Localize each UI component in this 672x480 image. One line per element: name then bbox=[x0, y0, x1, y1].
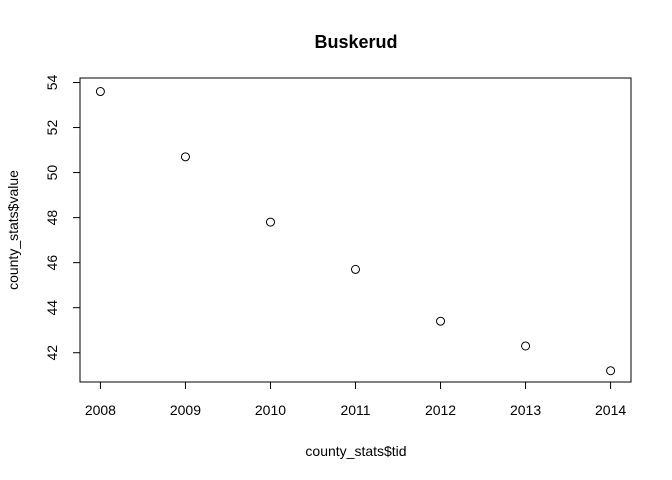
x-axis: 2008 2009 2010 2011 2012 2013 2014 bbox=[85, 381, 626, 418]
x-tick-label: 2014 bbox=[595, 402, 626, 418]
data-point bbox=[436, 316, 446, 326]
y-tick-label: 42 bbox=[44, 345, 60, 361]
x-tick-label: 2008 bbox=[85, 402, 116, 418]
y-tick-label: 44 bbox=[44, 300, 60, 316]
data-point bbox=[180, 152, 190, 162]
data-point bbox=[95, 87, 105, 97]
x-axis-label: county_stats$tid bbox=[305, 443, 406, 459]
x-tick-label: 2013 bbox=[510, 402, 541, 418]
y-axis: 42 44 46 48 50 52 54 bbox=[44, 75, 81, 361]
y-tick-label: 48 bbox=[44, 210, 60, 226]
y-tick-label: 46 bbox=[44, 255, 60, 271]
x-tick-label: 2010 bbox=[255, 402, 286, 418]
x-tick-label: 2012 bbox=[425, 402, 456, 418]
chart-title: Buskerud bbox=[314, 32, 397, 52]
x-tick-label: 2009 bbox=[170, 402, 201, 418]
y-tick-label: 52 bbox=[44, 120, 60, 136]
data-point bbox=[521, 341, 531, 351]
data-point bbox=[265, 217, 275, 227]
y-tick-label: 54 bbox=[44, 75, 60, 91]
y-axis-label: county_stats$value bbox=[5, 170, 21, 290]
data-point bbox=[606, 366, 616, 376]
data-point bbox=[351, 264, 360, 274]
y-tick-label: 50 bbox=[44, 165, 60, 181]
data-points bbox=[95, 87, 616, 376]
x-tick-label: 2011 bbox=[340, 402, 370, 418]
